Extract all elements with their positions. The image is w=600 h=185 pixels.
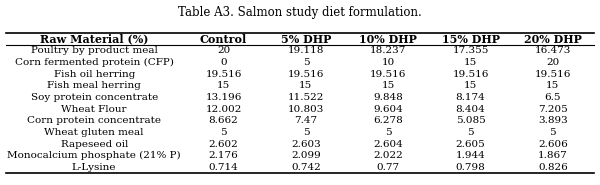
Text: 0.826: 0.826 <box>538 163 568 172</box>
Text: 15: 15 <box>217 81 230 90</box>
Text: Table A3. Salmon study diet formulation.: Table A3. Salmon study diet formulation. <box>178 6 422 18</box>
Text: 6.278: 6.278 <box>373 116 403 125</box>
Text: 1.867: 1.867 <box>538 151 568 160</box>
Text: 2.606: 2.606 <box>538 139 568 149</box>
Text: 19.516: 19.516 <box>287 70 324 79</box>
Text: 20% DHP: 20% DHP <box>524 34 582 45</box>
Text: 15: 15 <box>382 81 395 90</box>
Text: 5: 5 <box>467 128 474 137</box>
Text: 2.603: 2.603 <box>291 139 321 149</box>
Text: 5: 5 <box>550 128 556 137</box>
Text: 0: 0 <box>220 58 227 67</box>
Text: 15: 15 <box>546 81 559 90</box>
Text: 15% DHP: 15% DHP <box>442 34 500 45</box>
Text: 2.604: 2.604 <box>373 139 403 149</box>
Text: 10: 10 <box>382 58 395 67</box>
Text: 6.5: 6.5 <box>545 93 561 102</box>
Text: 15: 15 <box>464 81 477 90</box>
Text: Monocalcium phosphate (21% P): Monocalcium phosphate (21% P) <box>7 151 181 160</box>
Text: L-Lysine: L-Lysine <box>72 163 116 172</box>
Text: 7.47: 7.47 <box>295 116 317 125</box>
Text: Control: Control <box>200 34 247 45</box>
Text: 5.085: 5.085 <box>455 116 485 125</box>
Text: Poultry by product meal: Poultry by product meal <box>31 46 158 55</box>
Text: 20: 20 <box>546 58 559 67</box>
Text: 19.516: 19.516 <box>535 70 571 79</box>
Text: 5: 5 <box>220 128 227 137</box>
Text: 19.516: 19.516 <box>370 70 406 79</box>
Text: 8.404: 8.404 <box>455 105 485 114</box>
Text: 2.022: 2.022 <box>373 151 403 160</box>
Text: 20: 20 <box>217 46 230 55</box>
Text: 3.893: 3.893 <box>538 116 568 125</box>
Text: Wheat gluten meal: Wheat gluten meal <box>44 128 144 137</box>
Text: 0.798: 0.798 <box>455 163 485 172</box>
Text: 17.355: 17.355 <box>452 46 489 55</box>
Text: Soy protein concentrate: Soy protein concentrate <box>31 93 158 102</box>
Text: Raw Material (%): Raw Material (%) <box>40 34 148 45</box>
Text: 5: 5 <box>385 128 392 137</box>
Text: Rapeseed oil: Rapeseed oil <box>61 139 128 149</box>
Text: 5: 5 <box>302 128 309 137</box>
Text: 0.714: 0.714 <box>209 163 238 172</box>
Text: Fish oil herring: Fish oil herring <box>53 70 135 79</box>
Text: Wheat Flour: Wheat Flour <box>61 105 127 114</box>
Text: 11.522: 11.522 <box>287 93 324 102</box>
Text: 19.118: 19.118 <box>287 46 324 55</box>
Text: Fish meal herring: Fish meal herring <box>47 81 141 90</box>
Text: 2.099: 2.099 <box>291 151 321 160</box>
Text: Corn protein concentrate: Corn protein concentrate <box>27 116 161 125</box>
Text: Corn fermented protein (CFP): Corn fermented protein (CFP) <box>15 58 173 67</box>
Text: 13.196: 13.196 <box>205 93 242 102</box>
Text: 8.174: 8.174 <box>455 93 485 102</box>
Text: 8.662: 8.662 <box>209 116 238 125</box>
Text: 2.602: 2.602 <box>209 139 238 149</box>
Text: 18.237: 18.237 <box>370 46 406 55</box>
Text: 0.77: 0.77 <box>377 163 400 172</box>
Text: 10.803: 10.803 <box>287 105 324 114</box>
Text: 1.944: 1.944 <box>455 151 485 160</box>
Text: 7.205: 7.205 <box>538 105 568 114</box>
Text: 15: 15 <box>299 81 313 90</box>
Text: 15: 15 <box>464 58 477 67</box>
Text: 5% DHP: 5% DHP <box>281 34 331 45</box>
Text: 9.848: 9.848 <box>373 93 403 102</box>
Text: 19.516: 19.516 <box>452 70 489 79</box>
Text: 12.002: 12.002 <box>205 105 242 114</box>
Text: 2.605: 2.605 <box>455 139 485 149</box>
Text: 0.742: 0.742 <box>291 163 321 172</box>
Text: 2.176: 2.176 <box>209 151 238 160</box>
Text: 19.516: 19.516 <box>205 70 242 79</box>
Text: 10% DHP: 10% DHP <box>359 34 417 45</box>
Text: 9.604: 9.604 <box>373 105 403 114</box>
Text: 16.473: 16.473 <box>535 46 571 55</box>
Text: 5: 5 <box>302 58 309 67</box>
